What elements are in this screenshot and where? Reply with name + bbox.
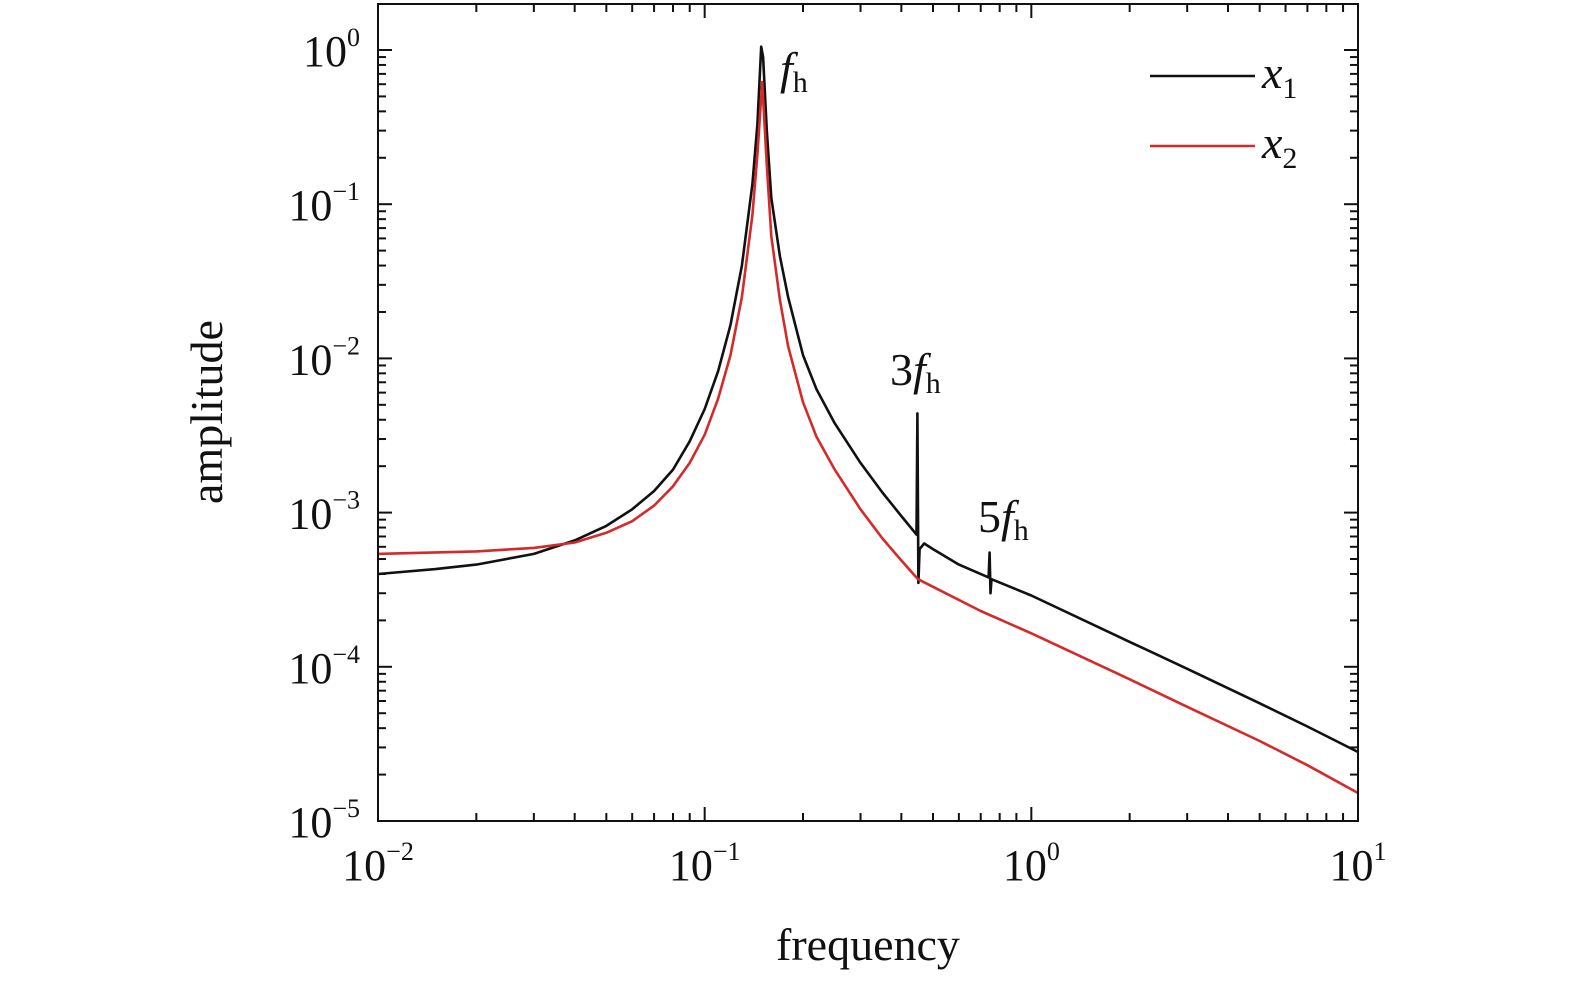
tick-layer [377,4,1358,822]
series-line-1 [377,45,1359,754]
y-tick-label: 10−5 [288,794,360,847]
peak-label-5fh: 5fh [978,491,1029,547]
series-layer [377,45,1359,795]
annotation-layer: fh 3fh 5fh [780,43,1029,547]
series-line-2 [377,80,1359,795]
y-tick-label: 100 [303,23,360,76]
y-tick-label: 10−4 [288,640,360,693]
peak-label-3fh: 3fh [890,344,941,400]
x-tick-label: 10−2 [342,837,414,890]
legend-label-1: x1 [1261,47,1297,105]
y-axis-title: amplitude [181,320,232,504]
x-axis-title: frequency [776,919,960,970]
legend-label-2: x2 [1261,117,1297,175]
plot-frame [377,3,1359,822]
x-tick-label: 100 [1003,837,1060,890]
peak-label-fh: fh [780,43,808,99]
tick-label-layer: 10−2 10−1 100 101 100 10−1 10−2 10−3 10−4 10−5 [288,23,1386,890]
x-tick-label: 101 [1330,837,1387,890]
y-tick-label: 10−1 [288,177,360,230]
y-tick-label: 10−3 [288,486,360,539]
y-tick-label: 10−2 [288,331,360,384]
x-tick-label: 10−1 [669,837,741,890]
